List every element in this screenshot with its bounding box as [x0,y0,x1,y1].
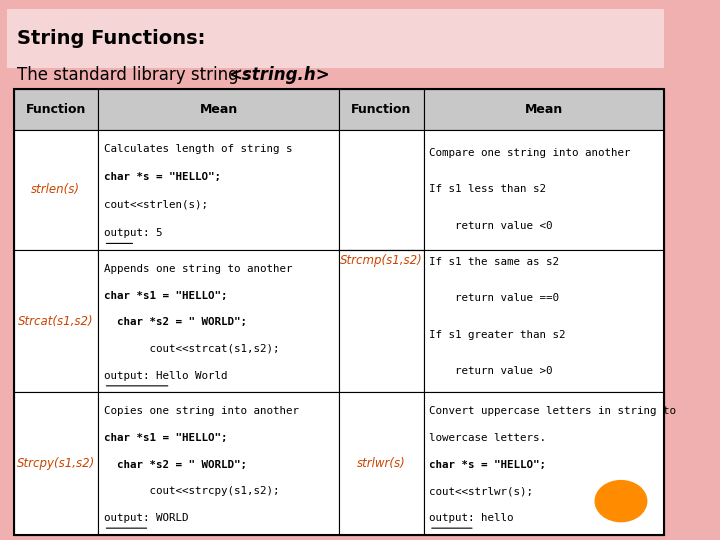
Text: If s1 less than s2: If s1 less than s2 [429,185,546,194]
Text: String Functions:: String Functions: [17,29,205,48]
Text: Appends one string to another: Appends one string to another [104,264,292,274]
Text: output: WORLD: output: WORLD [104,513,188,523]
Text: cout<<strcat(s1,s2);: cout<<strcat(s1,s2); [104,344,279,354]
Bar [98,250,339,392]
Bar [14,89,665,535]
Circle shape [595,481,647,522]
Bar [339,89,423,130]
Text: cout<<strcpy(s1,s2);: cout<<strcpy(s1,s2); [104,486,279,496]
Bar [14,250,98,392]
Text: <string.h>: <string.h> [228,65,330,84]
Bar [423,392,665,535]
Text: char *s2 = " WORLD";: char *s2 = " WORLD"; [104,460,246,470]
Text: output: 5: output: 5 [104,228,162,238]
Text: If s1 greater than s2: If s1 greater than s2 [429,329,565,340]
Text: output: hello: output: hello [429,513,513,523]
Bar [14,130,98,250]
Text: Mean: Mean [525,103,563,116]
FancyBboxPatch shape [6,9,665,68]
Bar [339,130,423,250]
Bar [339,392,423,535]
Text: return value <0: return value <0 [429,221,552,231]
Bar [98,130,339,250]
Text: lowercase letters.: lowercase letters. [429,433,546,443]
Text: Function: Function [351,103,411,116]
Text: Strcat(s1,s2): Strcat(s1,s2) [18,315,94,328]
Text: char *s = "HELLO";: char *s = "HELLO"; [429,460,546,470]
Bar [423,250,665,392]
Text: return value >0: return value >0 [429,366,552,376]
Text: If s1 the same as s2: If s1 the same as s2 [429,257,559,267]
Bar [14,392,98,535]
Text: The standard library string :: The standard library string : [17,65,255,84]
Text: strlen(s): strlen(s) [32,183,81,197]
Text: char *s2 = " WORLD";: char *s2 = " WORLD"; [104,317,246,327]
Text: strlwr(s): strlwr(s) [357,457,405,470]
Text: return value ==0: return value ==0 [429,293,559,303]
Text: Copies one string into another: Copies one string into another [104,406,299,416]
Text: Calculates length of string s: Calculates length of string s [104,144,292,154]
Text: Convert uppercase letters in string to: Convert uppercase letters in string to [429,406,676,416]
Bar [14,89,98,130]
Text: output: Hello World: output: Hello World [104,370,227,381]
Text: char *s1 = "HELLO";: char *s1 = "HELLO"; [104,433,227,443]
Text: cout<<strlwr(s);: cout<<strlwr(s); [429,486,533,496]
Text: char *s1 = "HELLO";: char *s1 = "HELLO"; [104,291,227,300]
Text: Compare one string into another: Compare one string into another [429,148,631,158]
Text: Strcpy(s1,s2): Strcpy(s1,s2) [17,457,95,470]
Text: char *s = "HELLO";: char *s = "HELLO"; [104,172,220,182]
Bar [423,89,665,130]
Text: cout<<strlen(s);: cout<<strlen(s); [104,200,207,210]
Bar [98,392,339,535]
Text: Function: Function [26,103,86,116]
Bar [339,250,423,392]
Text: Strcmp(s1,s2): Strcmp(s1,s2) [340,254,423,267]
Bar [423,130,665,250]
Text: Mean: Mean [199,103,238,116]
Bar [98,89,339,130]
